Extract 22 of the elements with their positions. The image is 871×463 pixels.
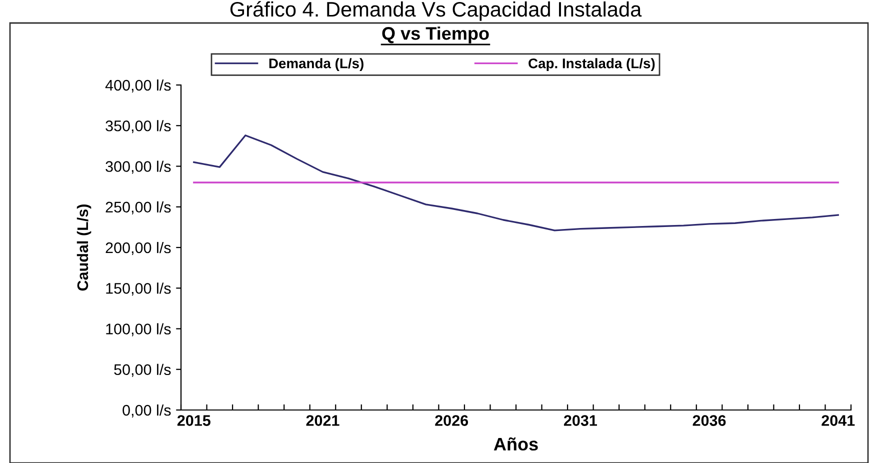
legend-label: Cap. Instalada (L/s): [528, 58, 655, 72]
chart-subtitle: Q vs Tiempo: [382, 26, 489, 44]
y-tick-label: 50,00 l/s: [114, 364, 171, 377]
x-tick-label: 2026: [435, 415, 468, 426]
x-tick-label: 2015: [177, 415, 210, 426]
y-tick-label: 350,00 l/s: [106, 120, 171, 134]
x-tick-label: 2021: [306, 415, 340, 426]
y-tick-label: 200,00 l/s: [106, 242, 171, 255]
x-tick-label: 2041: [822, 415, 855, 426]
y-tick-label: 100,00 l/s: [106, 323, 171, 336]
chart-title: Gráfico 4. Demanda Vs Capacidad Instalada: [230, 1, 642, 21]
legend-label: Demanda (L/s): [269, 58, 364, 72]
y-axis-title: Caudal (L/s): [76, 204, 92, 291]
line-series: [193, 134, 839, 232]
y-tick-label: 0,00 l/s: [122, 404, 171, 418]
x-tick-label: 2036: [692, 415, 726, 426]
y-tick-label: 400,00 l/s: [105, 79, 171, 92]
y-tick-label: 250,00 l/s: [106, 201, 171, 214]
x-axis-title: Años: [494, 437, 538, 451]
y-tick-label: 300,00 l/s: [106, 160, 171, 174]
x-tick-label: 2031: [564, 415, 597, 426]
y-tick-label: 150,00 l/s: [106, 282, 171, 296]
